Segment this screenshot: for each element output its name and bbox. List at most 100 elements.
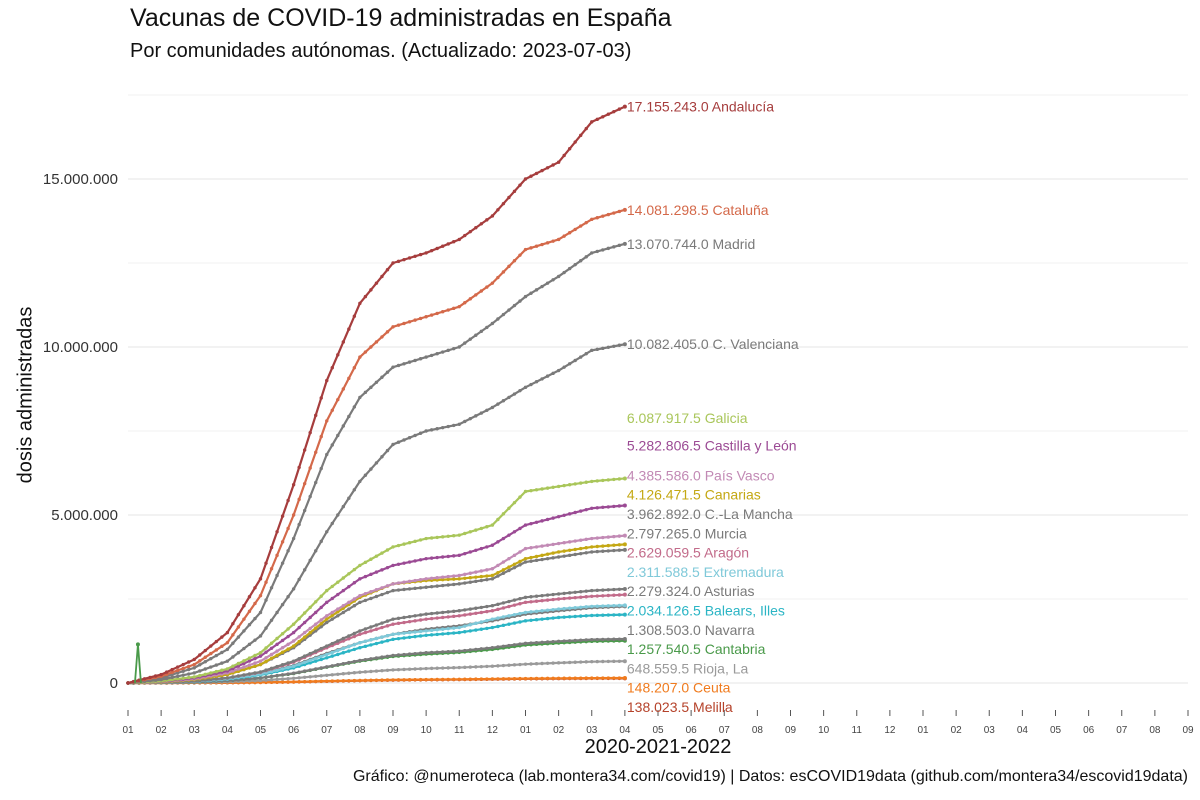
data-point <box>192 675 196 679</box>
data-point <box>435 666 439 670</box>
data-point <box>540 553 544 558</box>
data-point <box>291 664 296 668</box>
data-point <box>601 637 605 642</box>
data-point <box>512 598 517 602</box>
data-point <box>308 466 312 470</box>
data-point <box>435 611 439 615</box>
data-point <box>275 649 279 653</box>
data-point <box>452 240 456 244</box>
data-point <box>170 675 174 680</box>
series-end-label: 4.126.471.5 Canarias <box>627 487 761 503</box>
data-point <box>468 607 472 611</box>
data-point <box>468 416 472 421</box>
chart-subtitle: Por comunidades autónomas. (Actualizado:… <box>130 40 632 62</box>
data-point <box>612 543 616 547</box>
data-point <box>325 620 329 625</box>
data-point <box>474 677 478 681</box>
data-point <box>507 395 511 400</box>
data-point <box>391 582 395 586</box>
data-point <box>413 578 417 583</box>
data-point <box>413 619 417 623</box>
data-point <box>507 308 511 312</box>
data-point <box>545 166 550 170</box>
data-point <box>369 385 373 390</box>
data-point <box>413 559 417 563</box>
series-end-label: 14.081.298.5 Cataluña <box>627 202 769 218</box>
data-point <box>590 348 594 353</box>
data-point <box>440 666 445 670</box>
data-point <box>584 126 588 131</box>
x-tick-label: 11 <box>852 725 863 736</box>
data-point <box>590 120 594 124</box>
data-point <box>479 222 484 226</box>
data-point <box>474 414 478 418</box>
data-point <box>275 642 279 647</box>
data-point <box>181 673 185 677</box>
data-point <box>512 530 517 534</box>
data-point <box>286 642 290 647</box>
data-point <box>622 104 627 109</box>
data-point <box>175 668 180 673</box>
data-point <box>341 672 346 676</box>
data-point <box>347 644 351 649</box>
data-point <box>253 676 257 681</box>
data-point <box>601 604 605 608</box>
data-point <box>286 661 290 665</box>
data-point <box>446 583 450 587</box>
data-point <box>352 314 357 318</box>
data-point <box>474 226 478 230</box>
data-point <box>468 550 472 554</box>
data-point <box>247 642 252 647</box>
data-point <box>496 570 500 575</box>
data-point <box>347 600 351 605</box>
data-point <box>385 624 390 628</box>
data-point <box>540 519 544 523</box>
data-point <box>545 608 550 612</box>
data-point <box>264 561 268 565</box>
data-point <box>595 479 599 483</box>
data-point <box>297 522 301 527</box>
data-point <box>551 551 555 555</box>
x-tick-label: 12 <box>487 725 499 736</box>
data-point <box>490 281 495 285</box>
data-point <box>314 480 318 485</box>
data-point <box>253 671 257 675</box>
data-point <box>435 650 439 654</box>
data-point <box>551 592 555 597</box>
data-point <box>457 609 461 613</box>
data-point <box>540 640 544 645</box>
data-point <box>523 600 528 605</box>
data-point <box>236 625 241 629</box>
x-tick-label: 12 <box>884 725 896 736</box>
data-point <box>380 592 384 597</box>
series-end-label: 2.311.588.5 Extremadura <box>627 564 784 580</box>
data-point <box>601 346 605 351</box>
data-point <box>617 613 622 617</box>
data-point <box>474 548 478 552</box>
data-point <box>269 618 274 622</box>
gridlines <box>128 94 1188 684</box>
data-point <box>280 680 285 684</box>
data-point <box>358 658 362 663</box>
data-point <box>330 617 334 621</box>
data-point <box>391 261 395 265</box>
data-point <box>418 667 423 671</box>
data-point <box>374 627 379 631</box>
data-point <box>545 486 550 490</box>
data-point <box>275 573 279 578</box>
data-point <box>336 639 340 643</box>
data-point <box>181 669 185 673</box>
data-point <box>347 327 351 331</box>
data-point <box>330 613 334 618</box>
series-end-label: 2.797.265.0 Murcia <box>627 525 747 541</box>
data-point <box>314 679 318 684</box>
data-point <box>457 577 461 581</box>
data-point <box>418 629 423 634</box>
data-point <box>352 659 357 664</box>
data-point <box>336 580 340 584</box>
data-point <box>407 436 412 440</box>
data-point <box>573 552 577 557</box>
data-point <box>617 548 622 552</box>
data-point <box>579 660 583 664</box>
